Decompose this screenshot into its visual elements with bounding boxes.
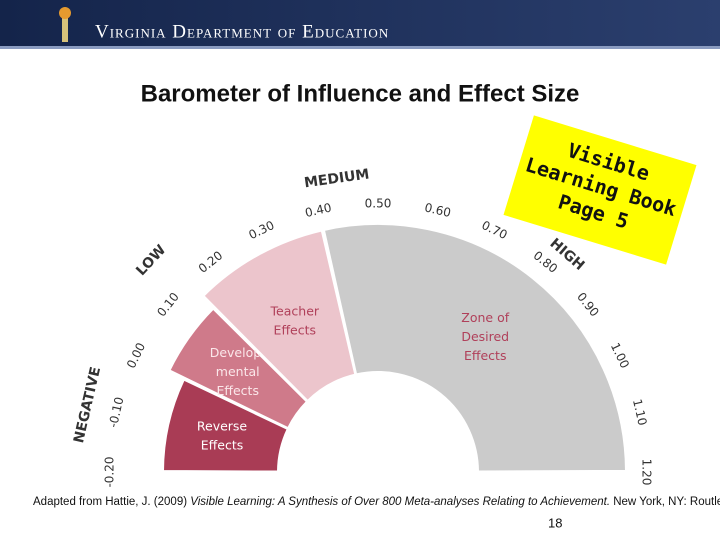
zone-label: Effects xyxy=(274,322,317,337)
tick-label: 0.50 xyxy=(365,197,392,211)
tick-label: 0.20 xyxy=(196,248,226,276)
band-label: MEDIUM xyxy=(303,166,370,191)
slide-title: Barometer of Influence and Effect Size xyxy=(141,80,580,107)
header-bar xyxy=(0,0,720,46)
note-paper xyxy=(503,115,697,265)
tick-label: 0.70 xyxy=(479,218,509,242)
tick-label: 0.30 xyxy=(246,218,276,242)
zone-label: Desired xyxy=(461,329,509,344)
page-number: 18 xyxy=(548,515,562,530)
citation-publisher: New York, NY: Routledge. xyxy=(610,496,720,508)
zone-label: Zone of xyxy=(461,310,509,325)
tick-label: 0.10 xyxy=(154,290,182,320)
citation-book: Visible Learning: A Synthesis of Over 80… xyxy=(190,496,610,508)
band-label: NEGATIVE xyxy=(71,365,104,444)
zone-label: Teacher xyxy=(270,303,320,318)
citation: Adapted from Hattie, J. (2009) Visible L… xyxy=(33,496,720,508)
zone-label: Develop- xyxy=(210,345,266,360)
tick-label: 1.20 xyxy=(640,459,654,486)
header-rule xyxy=(0,46,720,49)
tick-label: 1.10 xyxy=(630,398,650,427)
zone xyxy=(202,229,357,403)
citation-text: Adapted from Hattie, J. (2009) xyxy=(33,496,190,508)
tick-label: 0.60 xyxy=(423,200,452,220)
header-title: Virginia Department of Education xyxy=(95,21,389,42)
zone-label: Effects xyxy=(201,437,244,452)
tick-label: -0.20 xyxy=(103,456,117,487)
zone xyxy=(168,307,309,430)
zone-label: Reverse xyxy=(197,418,248,433)
band-label: LOW xyxy=(133,242,169,279)
zone xyxy=(161,378,290,473)
tick-label: 0.40 xyxy=(304,200,333,220)
tick-label: 1.00 xyxy=(608,340,632,370)
zone-label: Effects xyxy=(216,383,259,398)
zone-label: mental xyxy=(216,364,260,379)
tick-label: 0.00 xyxy=(124,340,148,370)
zone xyxy=(322,223,628,473)
barometer: Reverse Effects Develop-mental Effects Teach… xyxy=(71,166,653,487)
tick-label: -0.10 xyxy=(106,396,127,429)
zone-label: Effects xyxy=(464,348,507,363)
torch-icon xyxy=(59,7,71,42)
tick-label: 0.90 xyxy=(574,290,602,320)
